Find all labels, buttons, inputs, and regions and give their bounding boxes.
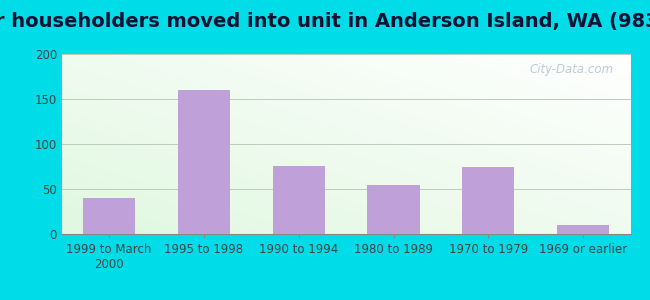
Bar [272, 166, 325, 234]
Bar [462, 167, 514, 234]
Text: Year householders moved into unit in Anderson Island, WA (98303): Year householders moved into unit in And… [0, 12, 650, 31]
Bar [367, 184, 420, 234]
Text: City-Data.com: City-Data.com [529, 63, 614, 76]
Bar [557, 225, 609, 234]
Bar [83, 198, 135, 234]
Bar [178, 90, 230, 234]
